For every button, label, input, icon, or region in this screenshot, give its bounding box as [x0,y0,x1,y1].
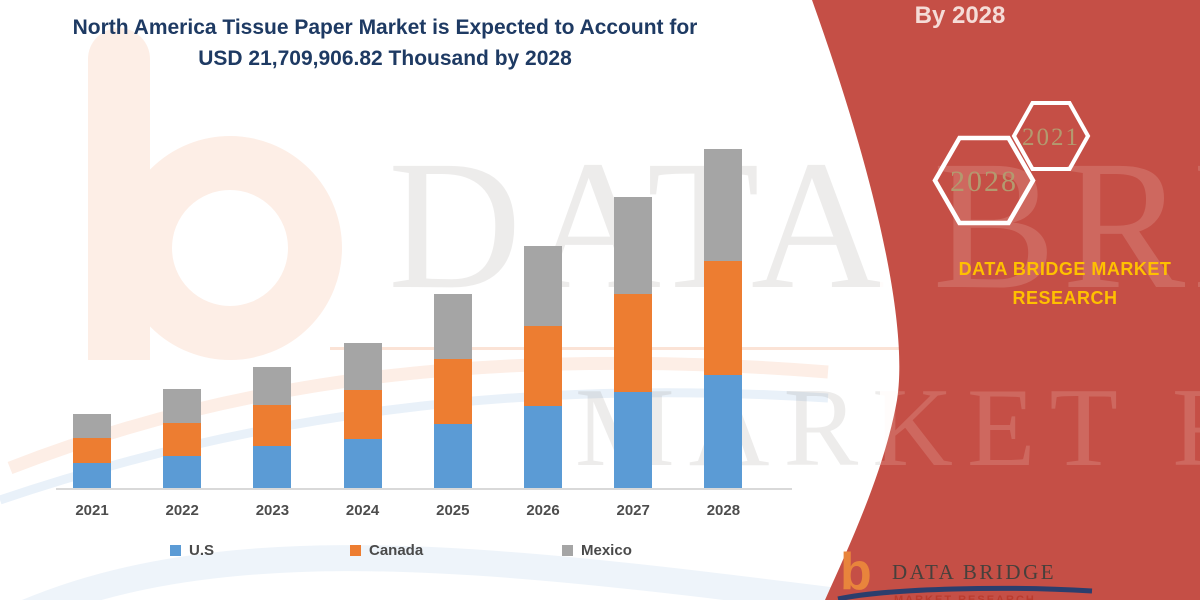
x-axis-label-2024: 2024 [345,502,380,519]
x-axis-label-2022: 2022 [165,502,199,519]
plot-area: 2021 2022 2023 2024 2025 2026 2027 2028 [62,140,786,519]
bar-segment-mexico-2022 [163,389,202,424]
bar-2021 [73,414,111,488]
banner-brand-line1: DATA BRIDGE MARKET [958,259,1172,279]
bar-segment-mexico-2028 [704,149,743,262]
bar-segment-mexico-2027 [614,197,653,295]
x-axis-label-2021: 2021 [75,502,109,519]
bar-segment-mexico-2025 [433,294,472,360]
bar-2023 [253,367,292,488]
footer-logo-name: DATA BRIDGE [892,560,1057,584]
footer-logo-subtitle: MARKET RESEARCH [894,594,1036,600]
bar-segment-mexico-2026 [524,246,562,327]
bar-segment-canada-2027 [614,294,653,393]
bar-segment-canada-2021 [73,438,111,464]
bar-2028 [704,149,743,488]
footer-logo-b-icon: b [840,543,872,600]
bar-segment-us-2021 [73,463,111,488]
bar-segment-canada-2026 [524,326,562,407]
x-axis-label-2026: 2026 [526,502,560,519]
hexagon-year-2021: 2021 [1022,124,1080,151]
bar-segment-canada-2028 [704,261,743,376]
bar-segment-us-2023 [253,446,292,488]
bar-segment-mexico-2024 [343,343,382,390]
x-axis-label-2028: 2028 [706,502,741,519]
hexagon-2021-outline [1011,101,1091,171]
banner-subtitle: By 2028 [914,2,1006,29]
bar-segment-mexico-2021 [73,414,111,439]
bar-segment-canada-2024 [343,390,382,439]
banner-brand-name: DATA BRIDGE MARKET RESEARCH [930,255,1200,313]
bar-segment-canada-2023 [253,405,292,447]
hexagon-2028-outline [932,135,1036,226]
bar-2024 [343,343,382,488]
bar-segment-us-2026 [524,406,562,488]
x-axis-label-2025: 2025 [436,502,470,519]
bar-segment-us-2025 [433,424,472,488]
bar-segment-us-2024 [343,439,382,488]
x-axis-label-2023: 2023 [255,502,290,519]
chart-title-line1: North America Tissue Paper Market is Exp… [72,16,698,39]
bar-segment-canada-2025 [433,359,472,425]
bar-segment-mexico-2023 [253,367,292,405]
bar-segment-us-2022 [163,456,202,488]
bar-2027 [614,197,653,488]
bar-2022 [163,389,202,488]
bar-segment-us-2027 [614,392,653,488]
hexagon-year-2028: 2028 [950,165,1018,198]
bar-segment-canada-2022 [163,423,202,457]
chart-title-line2: USD 21,709,906.82 Thousand by 2028 [198,47,572,70]
bar-2026 [524,246,562,488]
x-axis-line [56,488,792,490]
bar-segment-us-2028 [704,375,743,488]
chart-title: North America Tissue Paper Market is Exp… [30,12,740,74]
bar-2025 [433,294,472,488]
banner-brand-line2: RESEARCH [1012,288,1118,308]
x-axis-label-2027: 2027 [616,502,650,519]
